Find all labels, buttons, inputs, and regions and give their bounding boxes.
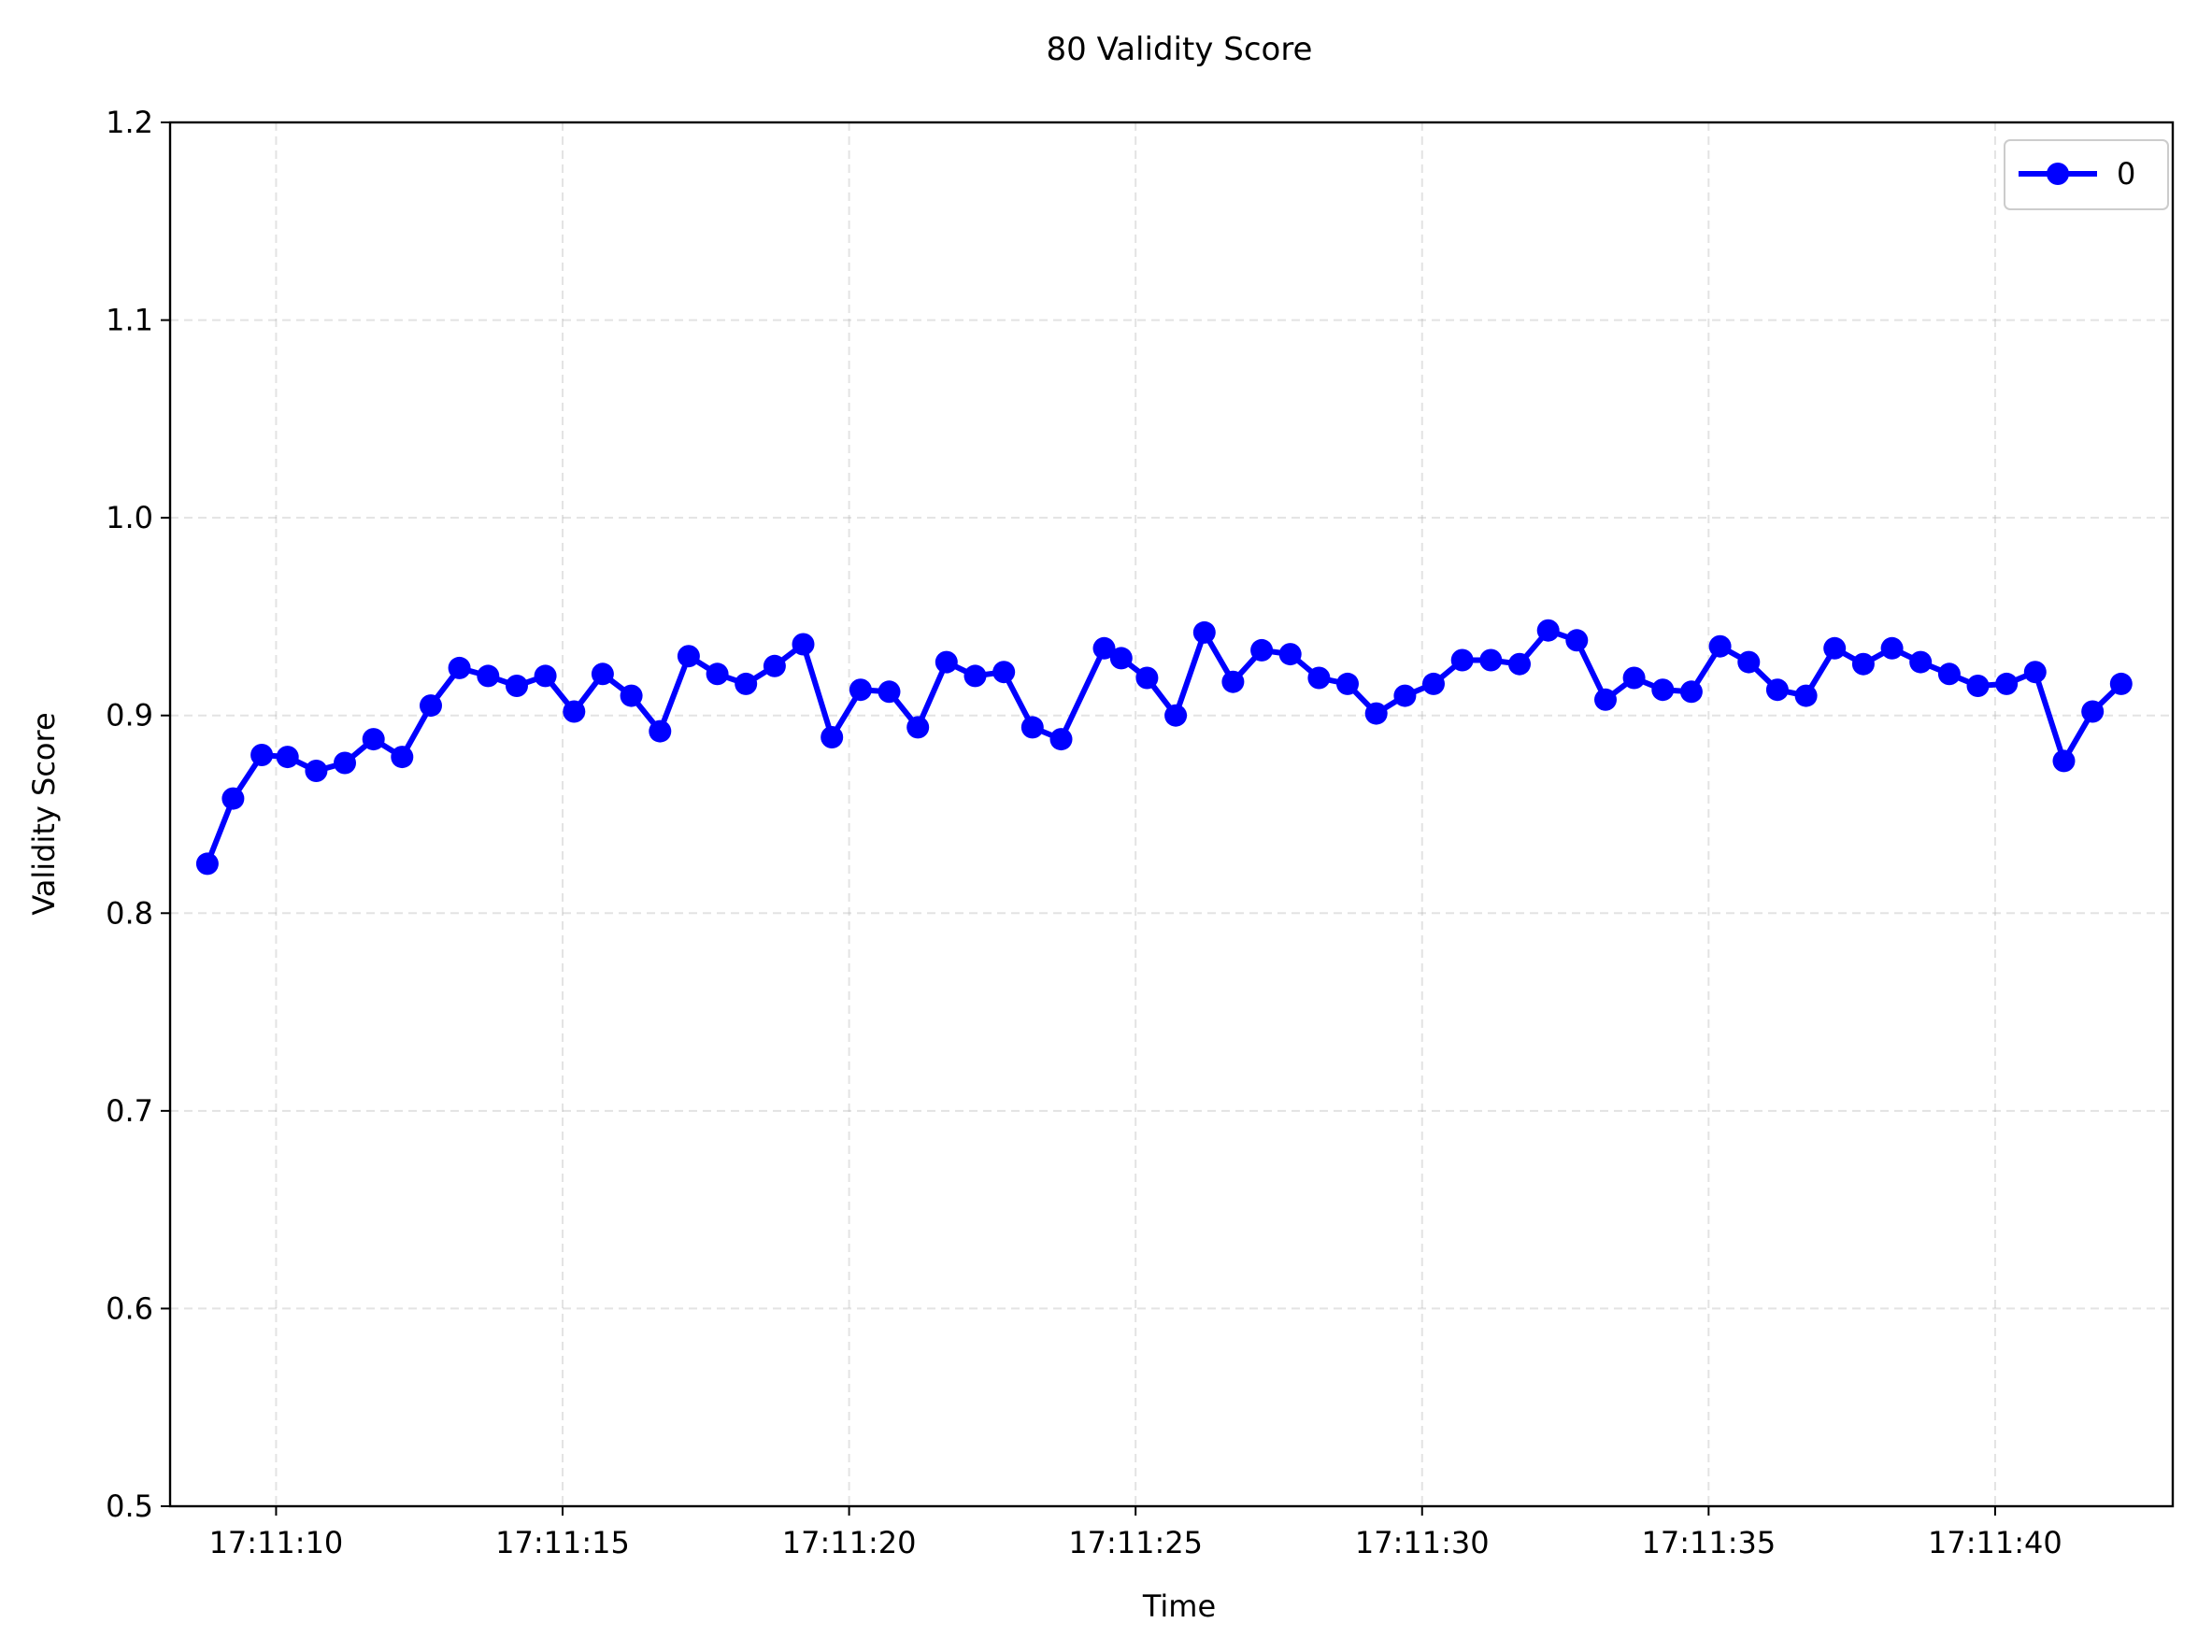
data-point bbox=[1092, 636, 1116, 660]
data-point bbox=[591, 662, 614, 686]
x-tick-label: 17:11:10 bbox=[209, 1525, 344, 1560]
data-point bbox=[2109, 672, 2133, 695]
x-tick-label: 17:11:30 bbox=[1355, 1525, 1490, 1560]
data-point bbox=[2023, 661, 2047, 684]
y-axis-label: Validity Score bbox=[26, 712, 62, 915]
plot-area-frame bbox=[168, 121, 2175, 1508]
data-point bbox=[1737, 650, 1761, 674]
data-point bbox=[477, 664, 500, 688]
data-point bbox=[1221, 670, 1245, 693]
data-point bbox=[534, 664, 557, 688]
data-point bbox=[1823, 636, 1847, 660]
y-tick-label: 1.1 bbox=[106, 303, 153, 338]
y-tick-label: 1.2 bbox=[106, 105, 153, 140]
data-point bbox=[1937, 662, 1961, 686]
data-point bbox=[506, 675, 528, 697]
data-point bbox=[391, 746, 414, 769]
data-point bbox=[221, 787, 245, 810]
x-tick-label: 17:11:35 bbox=[1641, 1525, 1776, 1560]
data-point bbox=[195, 852, 219, 876]
data-point bbox=[1422, 672, 1445, 695]
data-point bbox=[1479, 648, 1503, 672]
y-tick-label: 0.8 bbox=[106, 895, 153, 931]
y-tick-label: 0.6 bbox=[106, 1290, 153, 1326]
data-point bbox=[878, 680, 901, 704]
data-point bbox=[849, 678, 872, 702]
data-point bbox=[1880, 636, 1904, 660]
data-point bbox=[1794, 684, 1818, 707]
data-point bbox=[1679, 680, 1703, 704]
data-point bbox=[1765, 678, 1789, 702]
data-point bbox=[792, 633, 815, 656]
data-point bbox=[1450, 648, 1474, 672]
data-point bbox=[649, 719, 672, 743]
data-point bbox=[1536, 619, 1560, 642]
legend-series-label: 0 bbox=[2117, 156, 2135, 192]
data-point bbox=[1336, 672, 1359, 695]
data-point bbox=[992, 661, 1016, 684]
data-point bbox=[1909, 650, 1933, 674]
data-point bbox=[1393, 684, 1417, 707]
chart-title: 80 Validity Score bbox=[1047, 31, 1313, 68]
data-point bbox=[706, 662, 729, 686]
data-point bbox=[2081, 700, 2105, 723]
x-axis-ticks: 17:11:10 17:11:15 17:11:20 17:11:25 17:11:30… bbox=[209, 1506, 2062, 1560]
data-point bbox=[1508, 652, 1531, 676]
x-tick-label: 17:11:40 bbox=[1928, 1525, 2062, 1560]
data-point bbox=[763, 654, 786, 677]
data-point bbox=[906, 716, 930, 739]
data-point bbox=[563, 700, 586, 723]
data-point bbox=[1651, 678, 1675, 702]
data-point bbox=[677, 645, 700, 668]
data-point bbox=[276, 746, 299, 769]
data-point bbox=[1135, 666, 1159, 690]
y-tick-label: 0.9 bbox=[106, 698, 153, 733]
data-point bbox=[1708, 634, 1732, 658]
x-tick-label: 17:11:25 bbox=[1068, 1525, 1203, 1560]
data-point bbox=[362, 728, 385, 751]
data-point bbox=[1594, 688, 1617, 711]
data-point bbox=[250, 744, 274, 766]
x-axis-label: Time bbox=[1142, 1588, 1216, 1624]
y-axis-ticks: 0.5 0.6 0.7 0.8 0.9 1.0 1.1 1.2 bbox=[106, 105, 170, 1524]
x-tick-label: 17:11:15 bbox=[495, 1525, 630, 1560]
data-point bbox=[1192, 620, 1216, 644]
data-point bbox=[1020, 716, 1044, 739]
data-point bbox=[305, 760, 328, 782]
data-point bbox=[420, 694, 442, 718]
y-tick-label: 1.0 bbox=[106, 500, 153, 535]
data-point bbox=[821, 726, 844, 748]
data-point bbox=[1995, 672, 2019, 695]
data-point bbox=[1109, 647, 1133, 670]
data-point bbox=[1966, 675, 1990, 697]
data-point bbox=[1565, 629, 1589, 652]
data-point bbox=[1307, 666, 1331, 690]
data-point bbox=[1250, 638, 1274, 662]
legend: 0 bbox=[2004, 139, 2169, 210]
data-point bbox=[1278, 643, 1302, 666]
data-point bbox=[1622, 666, 1646, 690]
y-tick-label: 0.7 bbox=[106, 1093, 153, 1129]
data-point bbox=[1049, 728, 1073, 751]
data-point bbox=[448, 656, 471, 679]
data-point bbox=[935, 650, 958, 674]
data-point bbox=[1364, 702, 1388, 725]
data-point bbox=[1164, 704, 1188, 727]
data-point bbox=[2052, 749, 2076, 773]
data-point bbox=[735, 672, 758, 695]
data-point bbox=[1851, 652, 1875, 676]
x-tick-label: 17:11:20 bbox=[782, 1525, 917, 1560]
data-point bbox=[620, 684, 643, 707]
legend-series-marker bbox=[2047, 163, 2069, 185]
series-points bbox=[195, 619, 2133, 876]
data-point bbox=[334, 751, 356, 775]
data-point bbox=[963, 664, 987, 688]
y-tick-label: 0.5 bbox=[106, 1488, 153, 1524]
